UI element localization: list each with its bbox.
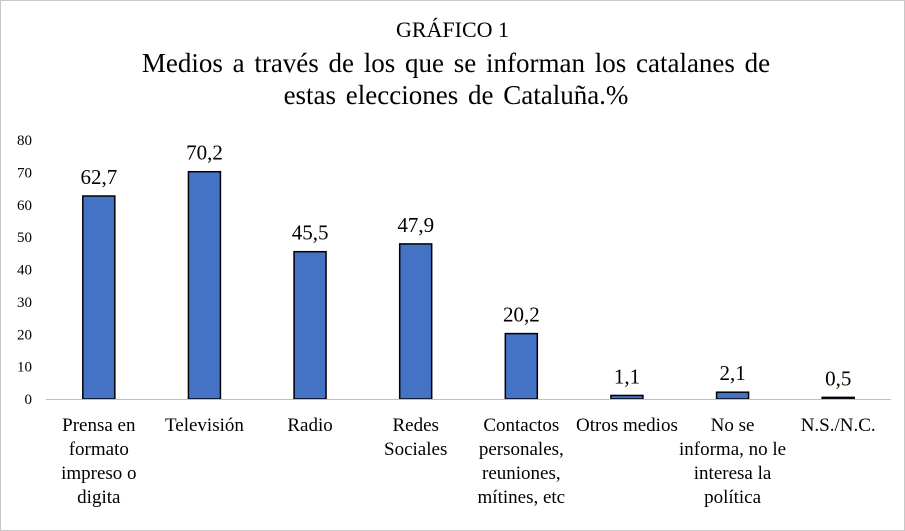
chart-subtitle: Medios a través de los que se informan l…: [141, 48, 771, 110]
x-category-label: Radio: [287, 415, 333, 436]
data-label: 2,1: [719, 361, 745, 385]
data-label: 70,2: [186, 141, 223, 165]
bar: [821, 396, 855, 400]
chart-title: GRÁFICO 1: [395, 17, 510, 42]
x-category-label: N.S./N.C.: [800, 415, 876, 436]
x-category-label: No se informa, no le interesa la polític…: [679, 415, 787, 508]
x-category-label: Otros medios: [576, 415, 678, 436]
data-labels: 62,7 70,2 45,5 47,9 20,2 1,1 2,1 0,5: [80, 141, 851, 391]
x-category-label: Redes Sociales: [384, 415, 448, 460]
y-tick-label: 20: [17, 327, 32, 343]
data-label: 62,7: [80, 165, 117, 189]
data-label: 20,2: [503, 303, 540, 327]
bar: [610, 394, 644, 400]
bars: [82, 170, 855, 400]
data-label: 47,9: [397, 213, 434, 237]
bar: [82, 195, 116, 400]
x-category-label: Prensa en formato impreso o digita: [61, 415, 137, 508]
y-tick-label: 70: [17, 165, 32, 181]
x-category-label: Televisión: [164, 415, 244, 436]
bar: [187, 170, 222, 400]
y-tick-label: 30: [17, 295, 32, 311]
y-tick-label: 0: [25, 392, 33, 408]
data-label: 1,1: [614, 364, 640, 388]
bar: [715, 391, 750, 400]
data-label: 0,5: [825, 366, 851, 390]
data-label: 45,5: [292, 221, 329, 245]
y-tick-label: 60: [17, 198, 32, 214]
x-category-label: Contactos personales, reuniones, mítines…: [477, 415, 566, 508]
bar: [504, 332, 539, 400]
bar: [398, 243, 433, 400]
y-tick-label: 80: [17, 133, 32, 149]
y-tick-label: 10: [17, 360, 32, 376]
y-axis: 0 10 20 30 40 50 60 70 80: [17, 133, 32, 408]
y-tick-label: 50: [17, 230, 32, 246]
bar: [293, 250, 327, 400]
y-tick-label: 40: [17, 263, 32, 279]
